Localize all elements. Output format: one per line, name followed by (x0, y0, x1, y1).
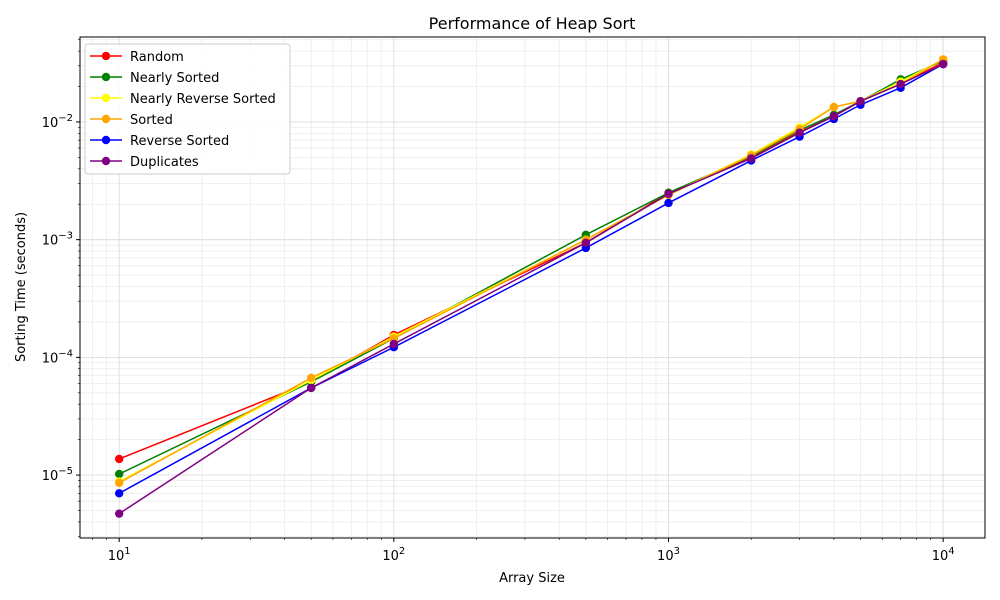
legend-label: Sorted (130, 113, 173, 128)
y-tick-label: 10−4 (42, 348, 73, 366)
x-tick-label: 101 (108, 546, 131, 564)
marker (114, 454, 124, 464)
marker (829, 102, 839, 112)
x-tick-label: 104 (932, 546, 955, 564)
legend-marker (101, 156, 111, 166)
marker (306, 373, 316, 383)
marker (896, 79, 905, 89)
y-axis-label: Sorting Time (seconds) (14, 212, 29, 362)
marker (664, 189, 673, 199)
chart-title: Performance of Heap Sort (429, 14, 636, 33)
axes-frame (79, 36, 986, 539)
marker (795, 128, 804, 137)
x-tick-label: 103 (657, 546, 680, 564)
legend-marker (101, 51, 111, 61)
marker (829, 111, 839, 121)
x-axis-label: Array Size (499, 571, 565, 586)
marker (306, 383, 316, 393)
legend-label: Duplicates (130, 155, 199, 170)
plot (114, 55, 948, 518)
legend-marker (101, 135, 111, 145)
marker (938, 59, 948, 69)
y-tick-label: 10−2 (42, 113, 73, 131)
legend-marker (101, 93, 111, 103)
marker (664, 198, 673, 208)
marker (114, 509, 124, 518)
marker (389, 339, 399, 349)
legend-box (84, 43, 291, 175)
marker (114, 489, 124, 498)
marker (114, 478, 124, 487)
legend-label: Random (130, 50, 184, 65)
marker (114, 469, 124, 479)
marker (746, 154, 756, 163)
x-tick-label: 102 (382, 546, 405, 564)
legend-label: Nearly Sorted (130, 71, 219, 86)
marker (581, 238, 591, 248)
legend-marker (101, 114, 111, 124)
marker (856, 97, 865, 106)
legend-marker (101, 72, 111, 82)
legend: Random Nearly Sorted Nearly Reverse Sorted… (84, 43, 291, 175)
legend-label: Nearly Reverse Sorted (130, 92, 276, 107)
y-tick-label: 10−5 (42, 466, 73, 484)
y-tick-label: 10−3 (42, 231, 73, 249)
legend-label: Reverse Sorted (130, 134, 229, 149)
